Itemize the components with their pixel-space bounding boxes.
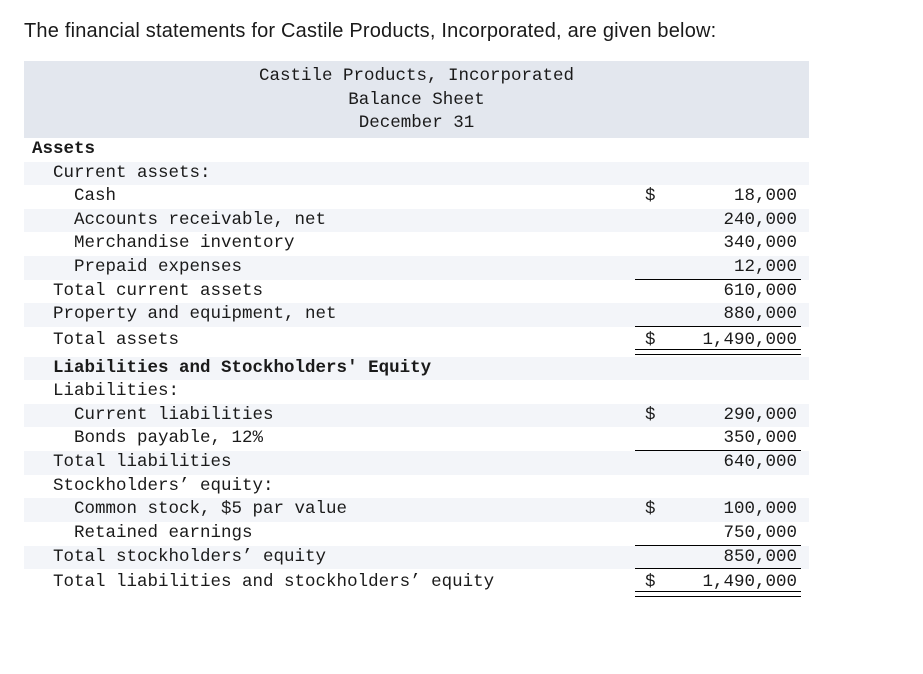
total-current-assets-row: Total current assets 610,000 [24,280,809,304]
tl-label: Total liabilities [32,451,627,475]
tse-label: Total stockholders’ equity [32,546,627,570]
total-liabilities-row: Total liabilities 640,000 [24,451,809,475]
cash-value: $18,000 [627,185,801,209]
ar-row: Accounts receivable, net 240,000 [24,209,809,233]
inventory-label: Merchandise inventory [32,232,627,256]
cs-label: Common stock, $5 par value [32,498,627,522]
liab-eq-heading-row: Liabilities and Stockholders' Equity [24,357,809,381]
tca-label: Total current assets [32,280,627,304]
common-stock-row: Common stock, $5 par value $100,000 [24,498,809,522]
ar-label: Accounts receivable, net [32,209,627,233]
se-heading-row: Stockholders’ equity: [24,475,809,499]
tle-label: Total liabilities and stockholders’ equi… [32,571,627,595]
ta-label: Total assets [32,329,627,353]
re-label: Retained earnings [32,522,627,546]
tca-value: 610,000 [627,280,801,304]
sheet-header: Castile Products, Incorporated Balance S… [24,61,809,138]
se-heading: Stockholders’ equity: [32,475,627,499]
ppe-value: 880,000 [627,303,801,327]
sheet-title: Balance Sheet [24,89,809,113]
cl-value: $290,000 [627,404,801,428]
tse-value: 850,000 [627,546,801,570]
assets-heading: Assets [32,138,627,162]
total-assets-row: Total assets $1,490,000 [24,329,809,353]
sheet-date: December 31 [24,112,809,136]
company-name: Castile Products, Incorporated [24,65,809,89]
current-assets-heading: Current assets: [32,162,627,186]
cs-value: $100,000 [627,498,801,522]
re-value: 750,000 [627,522,801,546]
retained-earnings-row: Retained earnings 750,000 [24,522,809,546]
ppe-row: Property and equipment, net 880,000 [24,303,809,327]
ppe-label: Property and equipment, net [32,303,627,327]
bonds-label: Bonds payable, 12% [32,427,627,451]
ar-value: 240,000 [627,209,801,233]
current-liabilities-row: Current liabilities $290,000 [24,404,809,428]
ta-value: $1,490,000 [627,329,801,353]
inventory-value: 340,000 [627,232,801,256]
cash-label: Cash [32,185,627,209]
balance-sheet-table: Castile Products, Incorporated Balance S… [24,61,809,595]
total-liab-eq-row: Total liabilities and stockholders’ equi… [24,571,809,595]
tl-value: 640,000 [627,451,801,475]
prepaid-label: Prepaid expenses [32,256,627,280]
assets-heading-row: Assets [24,138,809,162]
tle-value: $1,490,000 [627,571,801,595]
inventory-row: Merchandise inventory 340,000 [24,232,809,256]
bonds-row: Bonds payable, 12% 350,000 [24,427,809,451]
cl-label: Current liabilities [32,404,627,428]
prepaid-value: 12,000 [627,256,801,280]
current-assets-heading-row: Current assets: [24,162,809,186]
liab-eq-heading: Liabilities and Stockholders' Equity [32,357,627,381]
liabilities-heading: Liabilities: [32,380,627,404]
bonds-value: 350,000 [627,427,801,451]
cash-row: Cash $18,000 [24,185,809,209]
intro-text: The financial statements for Castile Pro… [24,20,899,43]
prepaid-row: Prepaid expenses 12,000 [24,256,809,280]
liabilities-heading-row: Liabilities: [24,380,809,404]
total-se-row: Total stockholders’ equity 850,000 [24,546,809,570]
